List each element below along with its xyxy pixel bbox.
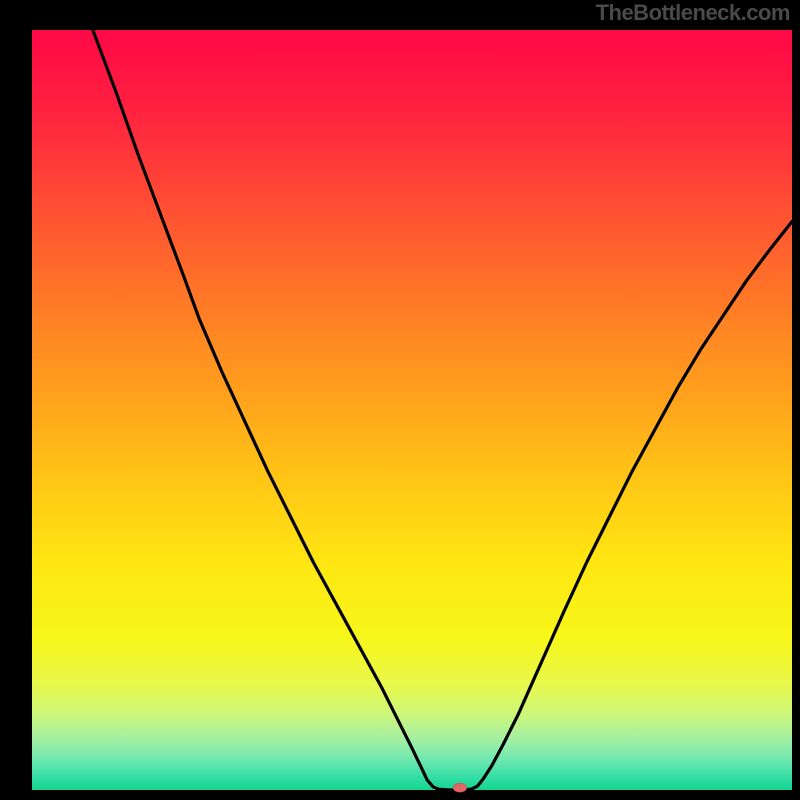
watermark-text: TheBottleneck.com (596, 0, 790, 26)
plot-background (32, 30, 792, 790)
optimal-marker (453, 783, 467, 792)
chart-frame: TheBottleneck.com (0, 0, 800, 800)
bottleneck-chart (0, 0, 800, 800)
